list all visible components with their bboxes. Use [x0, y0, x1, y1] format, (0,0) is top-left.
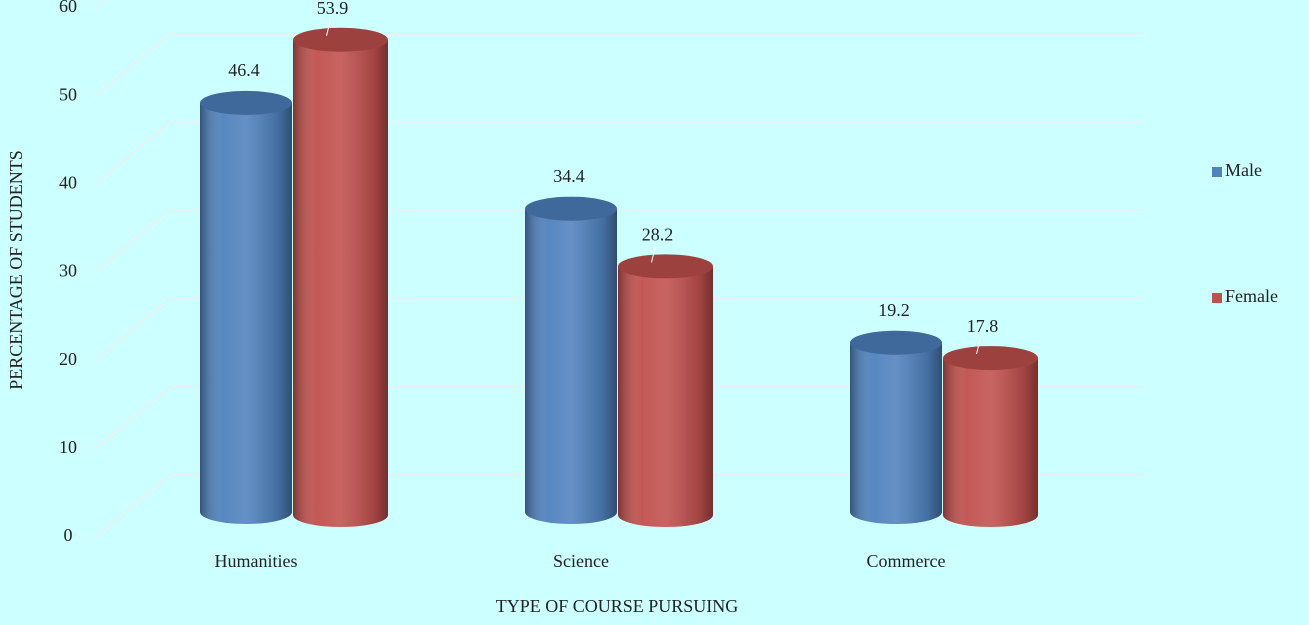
- grid-line-side: [94, 386, 171, 450]
- cylinder-top-shade: [618, 254, 713, 279]
- leader-line: [976, 337, 981, 355]
- legend-swatch: [1212, 293, 1222, 303]
- grid-line-side: [94, 297, 171, 362]
- cylinder-top-shade: [943, 346, 1038, 371]
- cylinder-top-shade: [850, 330, 942, 355]
- cylinder-top: [525, 196, 617, 221]
- cylinder-top: [200, 90, 292, 115]
- legend-swatch: [1212, 167, 1222, 177]
- cylinder-top: [850, 330, 942, 355]
- legend-label: Female: [1225, 286, 1278, 306]
- cylinder-shade: [293, 39, 388, 527]
- cylinder-top-shade: [525, 196, 617, 221]
- cylinder-shade: [525, 208, 617, 524]
- x-axis-title: TYPE OF COURSE PURSUING: [496, 596, 739, 616]
- grid-line-side: [94, 209, 171, 274]
- y-tick-label: 50: [59, 84, 77, 104]
- legend-label: Male: [1225, 160, 1262, 180]
- value-label: 19.2: [878, 300, 910, 320]
- y-tick-label: 40: [59, 172, 77, 192]
- grid-line-side: [94, 33, 171, 97]
- value-label: 28.2: [642, 224, 674, 244]
- value-label: 17.8: [967, 316, 999, 336]
- cylinder-top-shade: [200, 90, 292, 115]
- y-tick-label: 0: [64, 525, 73, 545]
- x-tick-label: Science: [553, 551, 609, 571]
- cylinder-shade: [618, 266, 713, 527]
- cylinder-top: [943, 346, 1038, 371]
- x-tick-label: Humanities: [215, 551, 298, 571]
- value-label: 46.4: [228, 60, 260, 80]
- leader-line: [651, 246, 656, 263]
- value-label: 53.9: [317, 0, 349, 18]
- leader-line: [326, 19, 331, 36]
- y-tick-label: 20: [59, 349, 77, 369]
- cylinder-shade: [200, 102, 292, 524]
- cylinder-shade: [943, 358, 1038, 527]
- cylinder-top: [293, 27, 388, 52]
- y-tick-label: 60: [59, 0, 77, 16]
- x-tick-label: Commerce: [867, 551, 946, 571]
- cylinder-shade: [850, 342, 942, 524]
- cylinder-top: [618, 254, 713, 279]
- y-tick-label: 30: [59, 261, 77, 281]
- y-tick-label: 10: [59, 437, 77, 457]
- value-label: 34.4: [553, 166, 585, 186]
- y-axis-title: PERCENTAGE OF STUDENTS: [6, 150, 26, 390]
- grid-line-side: [94, 121, 171, 186]
- cylinder-top-shade: [293, 27, 388, 52]
- grid-line-side: [94, 474, 171, 538]
